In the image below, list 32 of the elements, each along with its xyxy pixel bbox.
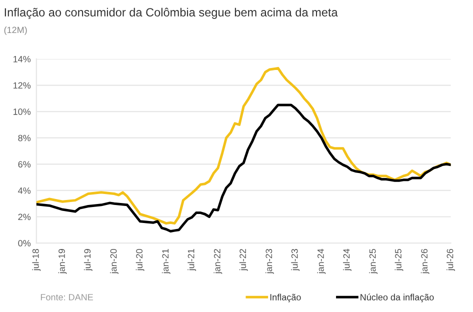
line-series <box>36 104 451 232</box>
x-tick-label: jul-23 <box>291 249 300 271</box>
y-tick-label: 10% <box>13 108 31 115</box>
x-tick-label: jul-19 <box>84 249 92 271</box>
legend-label: Núcleo da inflação <box>360 294 434 302</box>
x-tick-label: jul-18 <box>32 248 41 271</box>
x-tick-label: jul-21 <box>188 249 196 271</box>
x-tick-label: jul-26 <box>446 249 455 271</box>
y-tick-label: 8% <box>18 134 31 142</box>
legend-label: Inflação <box>270 294 301 302</box>
y-tick-label: 12% <box>13 82 31 89</box>
y-tick-label: 2% <box>18 214 31 220</box>
chart-title: Inflação ao consumidor da Colômbia segue bem acima da meta <box>4 8 338 19</box>
y-tick-label: 4% <box>18 187 31 194</box>
y-tick-label: 0% <box>18 240 31 246</box>
x-tick-label: jul-25 <box>394 248 404 271</box>
x-tick-label: jul-20 <box>136 248 144 271</box>
chart-subtitle: (12M) <box>4 26 27 35</box>
y-tick-label: 6% <box>18 161 31 168</box>
x-tick-label: jan-26 <box>420 249 430 274</box>
x-tick-label: jan-19 <box>58 249 67 274</box>
x-tick-label: jul-22 <box>239 249 248 271</box>
y-tick-label: 14% <box>13 56 31 62</box>
source-note: Fonte: DANE <box>40 294 93 300</box>
line-series <box>36 66 451 225</box>
x-tick-label: jan-23 <box>265 249 274 274</box>
x-tick-label: jan-22 <box>214 249 222 274</box>
x-tick-label: jan-20 <box>110 248 118 274</box>
x-tick-label: jan-25 <box>369 248 378 274</box>
x-tick-label: jan-24 <box>317 248 326 274</box>
x-tick-label: jul-24 <box>343 248 352 271</box>
x-tick-label: jan-21 <box>162 249 170 274</box>
